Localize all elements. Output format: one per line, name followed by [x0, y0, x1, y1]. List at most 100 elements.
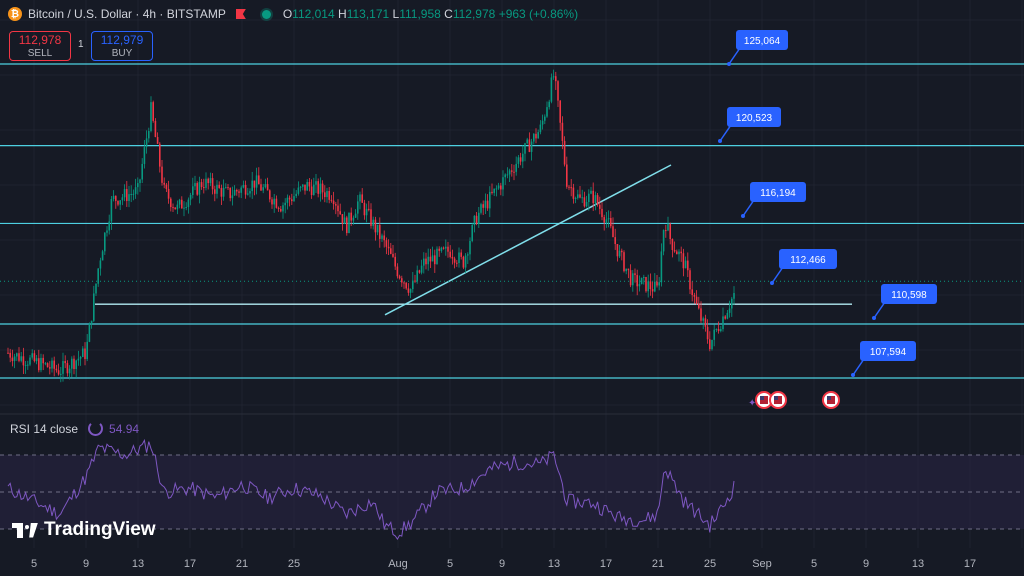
candle — [306, 182, 308, 191]
candle — [370, 209, 372, 226]
candle — [262, 187, 264, 191]
callout-label: 112,466 — [790, 255, 826, 266]
us-flag-event-icon[interactable] — [769, 391, 787, 409]
tradingview-logo[interactable]: TradingView — [12, 519, 156, 541]
candle — [414, 280, 416, 282]
candle — [141, 163, 143, 180]
candle — [240, 187, 242, 193]
candle — [255, 175, 258, 188]
candle — [500, 185, 502, 190]
sparkle-icon: ✦ — [748, 398, 756, 409]
us-flag-event-icon[interactable] — [822, 391, 840, 409]
candle — [634, 273, 636, 276]
candle — [66, 363, 69, 374]
sell-button[interactable]: 112,978 SELL — [9, 31, 71, 61]
callout-anchor — [727, 62, 731, 66]
candle — [557, 81, 559, 101]
candle — [361, 194, 363, 203]
candle — [11, 357, 14, 362]
x-axis-tick-label: Aug — [388, 558, 408, 570]
candle — [44, 363, 47, 365]
candle — [229, 187, 231, 199]
candle — [176, 204, 179, 210]
x-axis-tick-label: 5 — [31, 558, 37, 570]
candle — [495, 188, 498, 190]
callout-label: 116,194 — [760, 188, 796, 199]
candle — [154, 120, 157, 138]
x-axis-tick-label: 17 — [600, 558, 612, 570]
candle — [376, 224, 379, 233]
buy-button[interactable]: 112,979 BUY — [91, 31, 153, 61]
x-axis-tick-label: 17 — [184, 558, 196, 570]
candle — [198, 182, 201, 195]
rsi-legend[interactable]: RSI 14 close 54.94 — [10, 421, 139, 436]
symbol-title[interactable]: Bitcoin / U.S. Dollar · 4h · BITSTAMP — [28, 7, 226, 21]
candle — [594, 195, 597, 204]
candle — [407, 288, 410, 293]
candle — [9, 352, 11, 358]
price-callout[interactable]: 112,466 — [770, 249, 837, 285]
us-flag-event-icon[interactable] — [755, 391, 773, 409]
price-callout[interactable]: 107,594 — [851, 341, 916, 377]
candle — [143, 147, 146, 164]
candle — [726, 312, 729, 319]
candle — [403, 282, 405, 284]
candle — [337, 205, 339, 212]
candle — [363, 202, 366, 216]
candle — [46, 363, 49, 368]
candle — [174, 207, 176, 210]
candle — [629, 270, 632, 286]
candle — [447, 246, 449, 252]
candle — [350, 212, 352, 221]
flag-icon[interactable] — [235, 9, 246, 19]
candle — [673, 249, 676, 252]
candle — [605, 219, 608, 223]
price-callout[interactable]: 125,064 — [727, 30, 788, 66]
candle — [18, 353, 20, 361]
candle — [689, 270, 691, 290]
candle — [497, 185, 500, 189]
candle — [425, 258, 427, 265]
candle — [130, 193, 132, 195]
candle — [493, 188, 495, 193]
candle — [84, 348, 86, 360]
candle — [515, 163, 517, 172]
candle — [181, 199, 183, 209]
candle — [152, 102, 154, 121]
x-axis-tick-label: 25 — [704, 558, 716, 570]
price-callout[interactable]: 120,523 — [718, 107, 781, 143]
candle — [242, 184, 245, 188]
candle — [625, 268, 627, 272]
candle — [722, 316, 724, 330]
flag-canton — [760, 396, 764, 400]
candle — [27, 364, 29, 366]
candle — [541, 120, 544, 125]
candle — [544, 116, 546, 121]
candle — [711, 339, 713, 350]
change-value: +963 (+0.86%) — [498, 7, 579, 21]
candle — [13, 356, 16, 362]
x-axis-tick-label: 5 — [811, 558, 817, 570]
candle — [42, 357, 44, 364]
trend-line — [384, 164, 672, 316]
candle — [676, 251, 678, 255]
candle — [266, 184, 269, 191]
candle — [702, 318, 704, 321]
candle — [506, 174, 509, 176]
candle — [451, 257, 454, 259]
candle — [456, 262, 458, 264]
candle — [64, 361, 66, 364]
candle — [440, 247, 443, 251]
candle — [368, 208, 370, 210]
candle — [566, 164, 568, 187]
candle — [79, 356, 82, 359]
candle — [489, 191, 491, 209]
candle — [249, 191, 251, 194]
candle — [348, 212, 350, 234]
price-callout[interactable]: 110,598 — [872, 284, 937, 320]
candle — [654, 281, 656, 292]
candle — [220, 188, 223, 197]
candle — [222, 187, 225, 197]
price-callout[interactable]: 116,194 — [741, 182, 806, 218]
